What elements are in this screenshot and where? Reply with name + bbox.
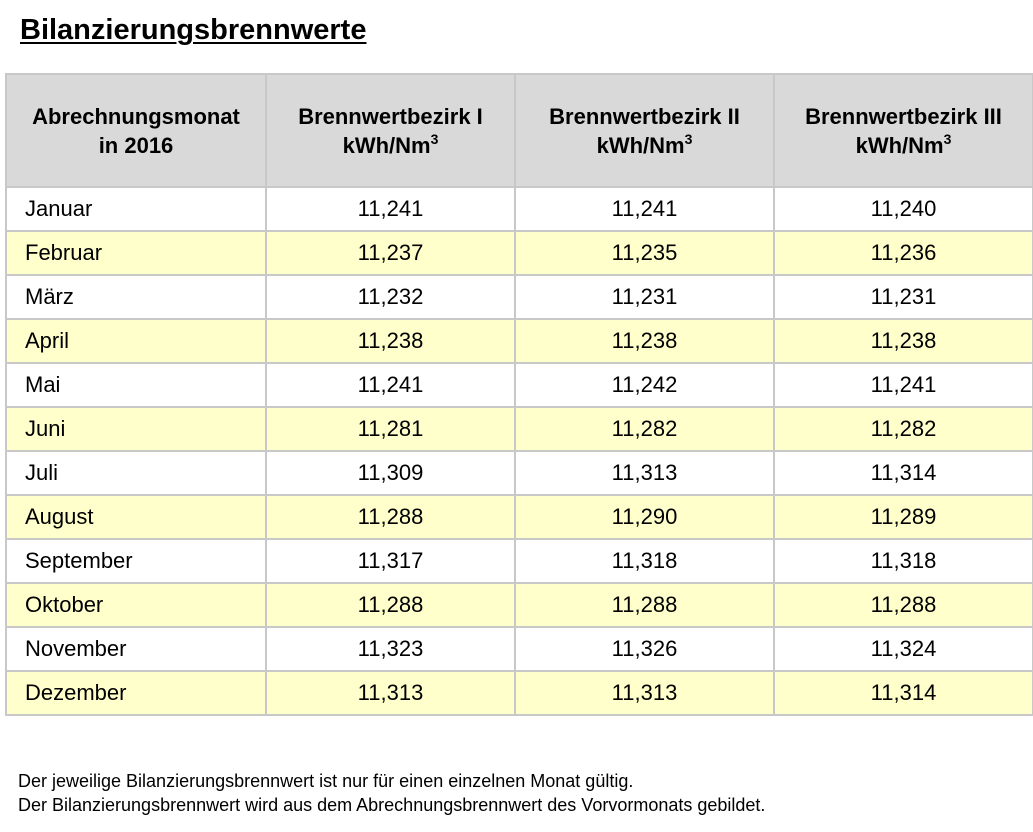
value-cell: 11,324 (773, 626, 1033, 672)
value-cell: 11,318 (773, 538, 1033, 584)
value-cell: 11,232 (265, 274, 516, 320)
value-cell: 11,235 (514, 230, 775, 276)
table-row: Februar 11,237 11,235 11,236 (5, 230, 1033, 276)
value-cell: 11,288 (514, 582, 775, 628)
footnotes: Der jeweilige Bilanzierungsbrennwert ist… (18, 769, 765, 817)
value-cell: 11,309 (265, 450, 516, 496)
table-row: April 11,238 11,238 11,238 (5, 318, 1033, 364)
header-district-1-sup: 3 (430, 130, 439, 147)
header-district-2: Brennwertbezirk II kWh/Nm3 (514, 73, 775, 188)
footnote-line: Der jeweilige Bilanzierungsbrennwert ist… (18, 771, 634, 791)
value-cell: 11,237 (265, 230, 516, 276)
table-row: September 11,317 11,318 11,318 (5, 538, 1033, 584)
calorific-value-table: Abrechnungsmonat in 2016 Brennwertbezirk… (5, 73, 1033, 716)
value-cell: 11,238 (773, 318, 1033, 364)
header-district-3-unit: kWh/Nm (855, 132, 944, 158)
value-cell: 11,282 (773, 406, 1033, 452)
header-month: Abrechnungsmonat in 2016 (5, 73, 267, 188)
header-district-1-line1: Brennwertbezirk I (298, 103, 483, 129)
month-cell: Oktober (5, 582, 267, 628)
value-cell: 11,242 (514, 362, 775, 408)
value-cell: 11,238 (514, 318, 775, 364)
table-row: Juli 11,309 11,313 11,314 (5, 450, 1033, 496)
value-cell: 11,288 (265, 582, 516, 628)
value-cell: 11,231 (514, 274, 775, 320)
header-district-3: Brennwertbezirk III kWh/Nm3 (773, 73, 1033, 188)
table-row: November 11,323 11,326 11,324 (5, 626, 1033, 672)
footnote-line: Der Bilanzierungsbrennwert wird aus dem … (18, 795, 766, 815)
table-row: Januar 11,241 11,241 11,240 (5, 186, 1033, 232)
value-cell: 11,288 (265, 494, 516, 540)
header-district-3-sup: 3 (943, 130, 952, 147)
value-cell: 11,326 (514, 626, 775, 672)
value-cell: 11,241 (265, 186, 516, 232)
value-cell: 11,323 (265, 626, 516, 672)
value-cell: 11,241 (514, 186, 775, 232)
header-district-1-unit: kWh/Nm (342, 132, 431, 158)
value-cell: 11,238 (265, 318, 516, 364)
table-row: Dezember 11,313 11,313 11,314 (5, 670, 1033, 716)
value-cell: 11,241 (773, 362, 1033, 408)
month-cell: Juni (5, 406, 267, 452)
header-district-2-sup: 3 (684, 130, 693, 147)
table-row: August 11,288 11,290 11,289 (5, 494, 1033, 540)
header-district-1: Brennwertbezirk I kWh/Nm3 (265, 73, 516, 188)
value-cell: 11,313 (514, 450, 775, 496)
value-cell: 11,314 (773, 670, 1033, 716)
month-cell: August (5, 494, 267, 540)
value-cell: 11,282 (514, 406, 775, 452)
value-cell: 11,231 (773, 274, 1033, 320)
month-cell: Dezember (5, 670, 267, 716)
header-district-2-line1: Brennwertbezirk II (549, 103, 740, 129)
table-row: Juni 11,281 11,282 11,282 (5, 406, 1033, 452)
month-cell: November (5, 626, 267, 672)
value-cell: 11,236 (773, 230, 1033, 276)
value-cell: 11,313 (514, 670, 775, 716)
value-cell: 11,281 (265, 406, 516, 452)
value-cell: 11,241 (265, 362, 516, 408)
month-cell: Januar (5, 186, 267, 232)
value-cell: 11,290 (514, 494, 775, 540)
table-row: März 11,232 11,231 11,231 (5, 274, 1033, 320)
value-cell: 11,289 (773, 494, 1033, 540)
table-row: Oktober 11,288 11,288 11,288 (5, 582, 1033, 628)
month-cell: Mai (5, 362, 267, 408)
value-cell: 11,288 (773, 582, 1033, 628)
month-cell: September (5, 538, 267, 584)
header-month-line2: in 2016 (98, 132, 174, 158)
month-cell: März (5, 274, 267, 320)
table-header-row: Abrechnungsmonat in 2016 Brennwertbezirk… (5, 73, 1033, 188)
table-row: Mai 11,241 11,242 11,241 (5, 362, 1033, 408)
header-month-line1: Abrechnungsmonat (32, 103, 240, 129)
value-cell: 11,317 (265, 538, 516, 584)
month-cell: April (5, 318, 267, 364)
value-cell: 11,318 (514, 538, 775, 584)
value-cell: 11,313 (265, 670, 516, 716)
value-cell: 11,314 (773, 450, 1033, 496)
page-title: Bilanzierungsbrennwerte (20, 14, 367, 46)
value-cell: 11,240 (773, 186, 1033, 232)
header-district-3-line1: Brennwertbezirk III (805, 103, 1002, 129)
month-cell: Juli (5, 450, 267, 496)
month-cell: Februar (5, 230, 267, 276)
header-district-2-unit: kWh/Nm (596, 132, 685, 158)
